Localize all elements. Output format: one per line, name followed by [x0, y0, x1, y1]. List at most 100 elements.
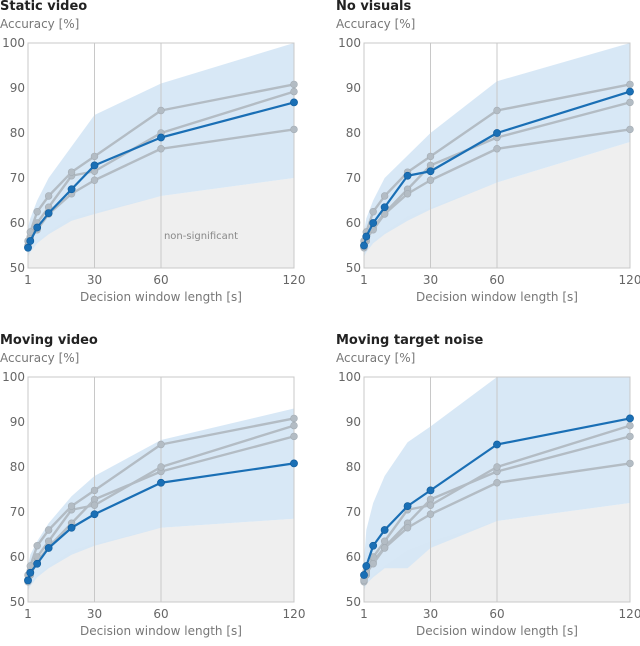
- x-tick-label: 1: [24, 607, 32, 621]
- data-point: [403, 502, 412, 511]
- x-tick-label: 30: [423, 607, 438, 621]
- data-point: [426, 510, 435, 518]
- y-tick-label: 70: [10, 171, 25, 185]
- data-point: [33, 542, 41, 550]
- x-tick-label: 1: [360, 607, 368, 621]
- data-point: [157, 478, 165, 487]
- y-tick-label: 70: [10, 505, 25, 519]
- data-point: [626, 125, 634, 134]
- x-tick-label: 120: [619, 273, 640, 287]
- plot-area: [364, 377, 630, 602]
- data-point: [493, 463, 501, 471]
- x-axis-label: Decision window length [s]: [416, 290, 578, 304]
- data-point: [403, 171, 412, 180]
- plot-frame: [27, 376, 295, 603]
- chart-title: Moving video: [0, 333, 98, 348]
- data-point: [290, 125, 298, 134]
- plot-frame: [363, 42, 631, 269]
- plot-area: [364, 43, 630, 268]
- data-point: [362, 232, 371, 241]
- data-point: [290, 98, 298, 107]
- data-point: [44, 537, 53, 545]
- data-point: [33, 208, 41, 216]
- data-point: [360, 571, 368, 579]
- data-point: [44, 209, 53, 217]
- data-point: [67, 523, 76, 532]
- y-tick-label: 60: [10, 550, 25, 564]
- chart-panel-3: Moving video Accuracy [%] 50 60 70 80 90 100 1 30…: [0, 333, 305, 638]
- x-tick-label: 30: [87, 273, 102, 287]
- y-tick-label: 60: [346, 216, 361, 230]
- x-axis-label: Decision window length [s]: [80, 290, 242, 304]
- data-point: [290, 80, 298, 89]
- data-point: [626, 414, 634, 423]
- data-point: [369, 219, 378, 227]
- x-tick-label: 60: [153, 273, 168, 287]
- data-point: [426, 486, 435, 495]
- y-tick-label: 50: [10, 595, 25, 609]
- y-tick-label: 80: [10, 126, 25, 140]
- y-tick-label: 100: [2, 370, 25, 384]
- x-tick-label: 30: [423, 273, 438, 287]
- x-tick-label: 60: [153, 607, 168, 621]
- y-tick-label: 80: [346, 460, 361, 474]
- data-point: [90, 161, 99, 170]
- data-point: [626, 80, 634, 89]
- data-point: [426, 501, 435, 509]
- chart-title: No visuals: [336, 0, 411, 14]
- data-point: [157, 145, 165, 153]
- data-point: [362, 562, 371, 570]
- data-point: [369, 208, 377, 216]
- plot-area: [28, 377, 294, 602]
- data-point: [90, 486, 99, 495]
- y-tick-label: 90: [346, 415, 361, 429]
- y-tick-label: 50: [346, 261, 361, 275]
- data-point: [493, 106, 501, 115]
- x-tick-label: 60: [489, 273, 504, 287]
- x-axis-label: Decision window length [s]: [80, 624, 242, 638]
- y-tick-label: 60: [346, 550, 361, 564]
- data-point: [67, 168, 76, 176]
- y-axis-label: Accuracy [%]: [336, 17, 415, 31]
- y-tick-label: 100: [338, 370, 361, 384]
- plot-frame: [27, 42, 295, 269]
- chart-title: Static video: [0, 0, 87, 14]
- data-point: [290, 421, 298, 430]
- data-point: [33, 559, 42, 568]
- data-point: [493, 479, 501, 487]
- data-point: [24, 576, 32, 585]
- data-point: [626, 421, 634, 430]
- chart-title: Moving target noise: [336, 333, 484, 348]
- data-point: [626, 98, 634, 107]
- data-point: [369, 541, 378, 550]
- y-tick-label: 100: [2, 36, 25, 50]
- data-point: [380, 544, 389, 552]
- data-point: [90, 510, 99, 519]
- data-point: [380, 192, 389, 200]
- x-tick-label: 120: [619, 607, 640, 621]
- data-point: [157, 133, 165, 142]
- y-tick-label: 90: [346, 81, 361, 95]
- data-point: [493, 145, 501, 153]
- data-point: [380, 203, 389, 212]
- y-tick-label: 80: [346, 126, 361, 140]
- data-point: [157, 440, 165, 449]
- y-axis-label: Accuracy [%]: [0, 351, 79, 365]
- data-point: [290, 459, 298, 468]
- x-tick-label: 120: [283, 273, 306, 287]
- y-tick-label: 100: [338, 36, 361, 50]
- data-point: [380, 537, 389, 545]
- y-tick-label: 50: [346, 595, 361, 609]
- y-axis-label: Accuracy [%]: [336, 351, 415, 365]
- x-tick-label: 120: [283, 607, 306, 621]
- data-point: [380, 526, 389, 534]
- data-point: [426, 152, 435, 161]
- x-tick-label: 1: [360, 273, 368, 287]
- data-point: [426, 167, 435, 176]
- data-point: [33, 223, 42, 232]
- data-point: [90, 501, 99, 509]
- y-tick-label: 90: [10, 415, 25, 429]
- chart-panel-2: No visuals Accuracy [%] 50 60 70 80 90 100 1 30 60…: [336, 0, 640, 304]
- data-point: [290, 87, 298, 96]
